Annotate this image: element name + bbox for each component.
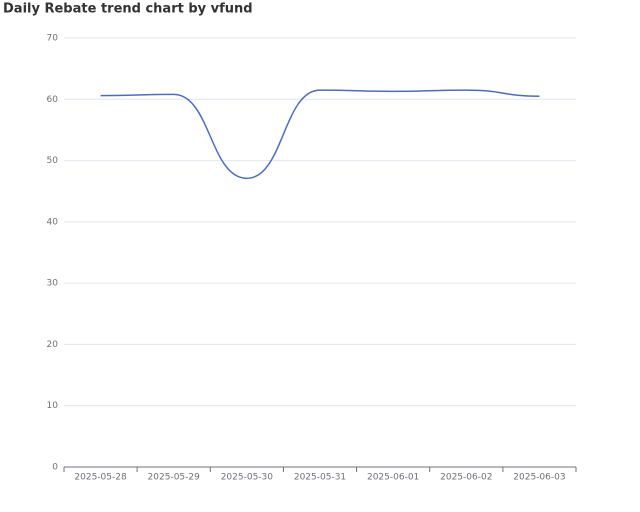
x-tick-label: 2025-05-29 bbox=[148, 473, 201, 483]
y-tick-label: 50 bbox=[47, 156, 59, 166]
y-tick-label: 70 bbox=[47, 34, 59, 44]
x-tick-label: 2025-06-02 bbox=[440, 473, 492, 483]
y-tick-label: 30 bbox=[47, 279, 59, 289]
y-tick-label: 20 bbox=[47, 340, 59, 350]
x-tick-label: 2025-05-28 bbox=[74, 473, 127, 483]
y-tick-label: 60 bbox=[47, 95, 59, 105]
x-tick-label: 2025-06-01 bbox=[367, 473, 419, 483]
x-tick-label: 2025-05-30 bbox=[221, 473, 274, 483]
y-tick-label: 0 bbox=[52, 463, 58, 473]
x-tick-label: 2025-05-31 bbox=[294, 473, 346, 483]
line bbox=[100, 89, 540, 180]
y-tick-label: 10 bbox=[47, 401, 59, 411]
y-tick-label: 40 bbox=[47, 217, 59, 227]
chart-title: Daily Rebate trend chart by vfund bbox=[3, 2, 253, 17]
x-tick-label: 2025-06-03 bbox=[513, 473, 565, 483]
